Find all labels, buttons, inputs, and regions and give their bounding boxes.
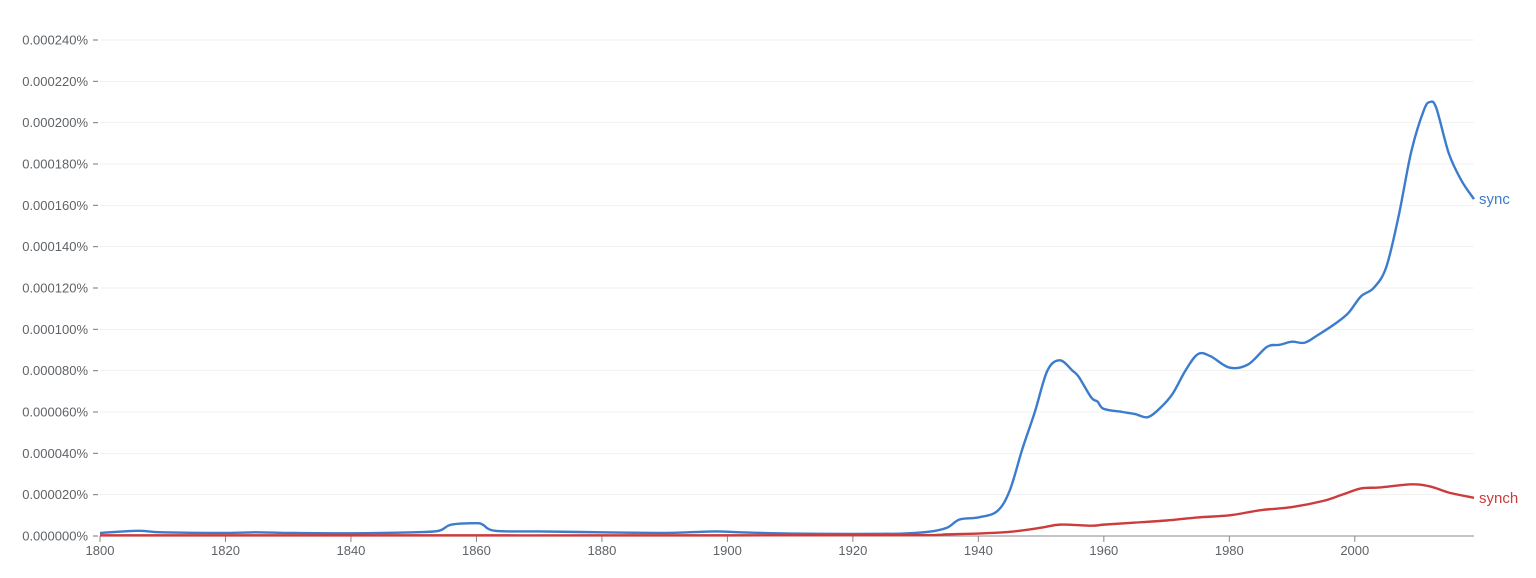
y-tick-label: 0.000240% [22, 33, 88, 48]
y-tick-label: 0.000160% [22, 198, 88, 213]
x-tick-label: 1900 [713, 543, 742, 558]
y-tick-label: 0.000140% [22, 239, 88, 254]
y-tick-label: 0.000100% [22, 322, 88, 337]
x-tick-label: 1940 [964, 543, 993, 558]
y-tick-label: 0.000180% [22, 157, 88, 172]
x-tick-label: 2000 [1340, 543, 1369, 558]
series-label-sync[interactable]: sync [1479, 191, 1510, 208]
x-tick-label: 1960 [1089, 543, 1118, 558]
series-line-sync[interactable] [99, 100, 1475, 536]
x-tick-label: 1920 [838, 543, 867, 558]
series-label-synch[interactable]: synch [1479, 490, 1518, 507]
series-lines: sync synch [99, 100, 1518, 537]
y-tick-label: 0.000020% [22, 487, 88, 502]
y-tick-label: 0.000000% [22, 529, 88, 544]
x-tick-label: 1980 [1215, 543, 1244, 558]
y-tick-label: 0.000220% [22, 74, 88, 89]
x-tick-label: 1880 [587, 543, 616, 558]
x-tick-label: 1860 [462, 543, 491, 558]
y-tick-label: 0.000040% [22, 446, 88, 461]
x-tick-label: 1800 [86, 543, 115, 558]
y-axis: 0.000000% 0.000020% 0.000040% 0.000060% 0.00… [22, 33, 98, 544]
y-tick-label: 0.000080% [22, 363, 88, 378]
y-tick-label: 0.000200% [22, 115, 88, 130]
series-line-synch[interactable] [100, 483, 1475, 537]
y-tick-label: 0.000120% [22, 281, 88, 296]
x-tick-label: 1840 [336, 543, 365, 558]
gridlines [100, 39, 1474, 496]
y-tick-label: 0.000060% [22, 405, 88, 420]
x-tick-label: 1820 [211, 543, 240, 558]
x-axis: 1800 1820 1840 1860 1880 1900 1920 1940 1960 1980… [86, 535, 1474, 558]
